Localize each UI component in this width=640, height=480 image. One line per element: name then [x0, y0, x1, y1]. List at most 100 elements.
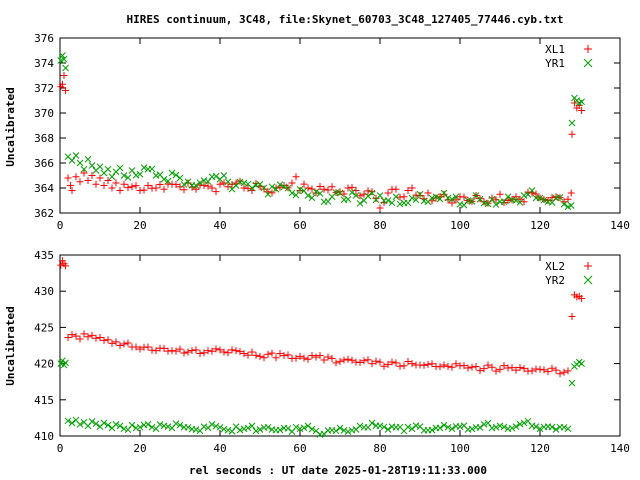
- data-point: [76, 178, 84, 186]
- data-point: [220, 425, 228, 433]
- data-point: [57, 261, 65, 269]
- data-point: [92, 420, 100, 428]
- data-point: [120, 425, 128, 433]
- chart-title: HIRES continuum, 3C48, file:Skynet_60703…: [126, 13, 563, 26]
- data-point: [72, 152, 80, 159]
- data-point: [104, 421, 112, 429]
- data-point: [184, 348, 192, 356]
- data-point: [452, 196, 460, 204]
- data-point: [460, 193, 468, 201]
- y-tick-label: 410: [34, 430, 54, 443]
- data-point: [520, 365, 528, 373]
- data-point: [212, 422, 220, 430]
- data-point: [168, 169, 176, 177]
- data-point: [200, 349, 208, 357]
- data-point: [568, 379, 576, 387]
- data-point: [336, 189, 344, 197]
- data-point: [84, 177, 92, 184]
- data-point: [404, 186, 412, 194]
- data-point: [128, 421, 136, 429]
- data-point: [176, 345, 184, 353]
- data-point: [96, 334, 104, 342]
- data-point: [108, 184, 116, 192]
- data-point: [264, 190, 272, 198]
- data-point: [408, 194, 416, 202]
- data-point: [116, 422, 124, 430]
- data-point: [520, 198, 528, 206]
- data-point: [556, 370, 564, 378]
- data-point: [376, 422, 384, 430]
- data-point: [164, 177, 172, 185]
- data-point: [120, 340, 128, 348]
- data-point: [260, 185, 268, 193]
- data-point: [432, 193, 440, 201]
- bottom-ylabel: Uncalibrated: [4, 306, 17, 385]
- data-point: [384, 189, 392, 197]
- data-point: [324, 186, 332, 194]
- data-point: [304, 355, 312, 363]
- x-tick-label: 100: [450, 219, 470, 232]
- data-point: [552, 193, 560, 201]
- x-tick-label: 100: [450, 442, 470, 455]
- data-point: [208, 184, 216, 192]
- data-point: [332, 359, 340, 367]
- data-point: [472, 362, 480, 370]
- data-point: [80, 165, 88, 173]
- data-point: [236, 348, 244, 356]
- x-tick-label: 80: [373, 219, 386, 232]
- data-point: [180, 186, 188, 194]
- data-point: [268, 349, 276, 357]
- data-point: [556, 193, 564, 201]
- data-point: [152, 347, 160, 355]
- data-point: [528, 422, 536, 430]
- data-point: [488, 194, 496, 202]
- data-point: [552, 426, 560, 433]
- data-point: [268, 183, 276, 191]
- data-point: [64, 417, 72, 425]
- data-point: [512, 197, 520, 204]
- data-point: [80, 330, 88, 338]
- data-point: [578, 98, 585, 106]
- data-point: [388, 199, 396, 207]
- data-point: [88, 162, 96, 169]
- data-point: [348, 189, 356, 196]
- data-point: [396, 362, 404, 370]
- data-point: [260, 354, 268, 362]
- data-point: [564, 367, 572, 375]
- y-tick-label: 425: [34, 321, 54, 334]
- data-point: [464, 197, 472, 204]
- data-point: [212, 188, 220, 196]
- data-point: [100, 419, 108, 427]
- data-point: [292, 191, 300, 199]
- data-point: [252, 351, 260, 359]
- data-point: [180, 349, 188, 357]
- data-point: [188, 347, 196, 355]
- data-point: [144, 182, 152, 189]
- data-point: [452, 193, 460, 201]
- x-tick-label: 140: [610, 219, 630, 232]
- data-point: [484, 419, 492, 427]
- data-point: [156, 181, 164, 189]
- data-point: [59, 52, 66, 59]
- data-point: [300, 180, 308, 188]
- data-point: [92, 334, 100, 342]
- data-point: [156, 420, 164, 428]
- data-point: [84, 333, 92, 341]
- data-point: [448, 199, 456, 207]
- data-point: [116, 342, 124, 349]
- data-point: [444, 423, 452, 431]
- data-point: [304, 422, 312, 430]
- data-point: [308, 194, 316, 202]
- data-point: [296, 187, 304, 194]
- x-tick-label: 80: [373, 442, 386, 455]
- data-point: [112, 179, 120, 187]
- data-point: [200, 182, 208, 189]
- data-point: [140, 186, 148, 194]
- data-point: [388, 358, 396, 366]
- x-tick-label: 60: [293, 442, 306, 455]
- data-point: [62, 87, 70, 94]
- data-point: [548, 364, 556, 372]
- data-point: [104, 336, 112, 344]
- data-point: [344, 195, 352, 203]
- data-point: [332, 427, 340, 435]
